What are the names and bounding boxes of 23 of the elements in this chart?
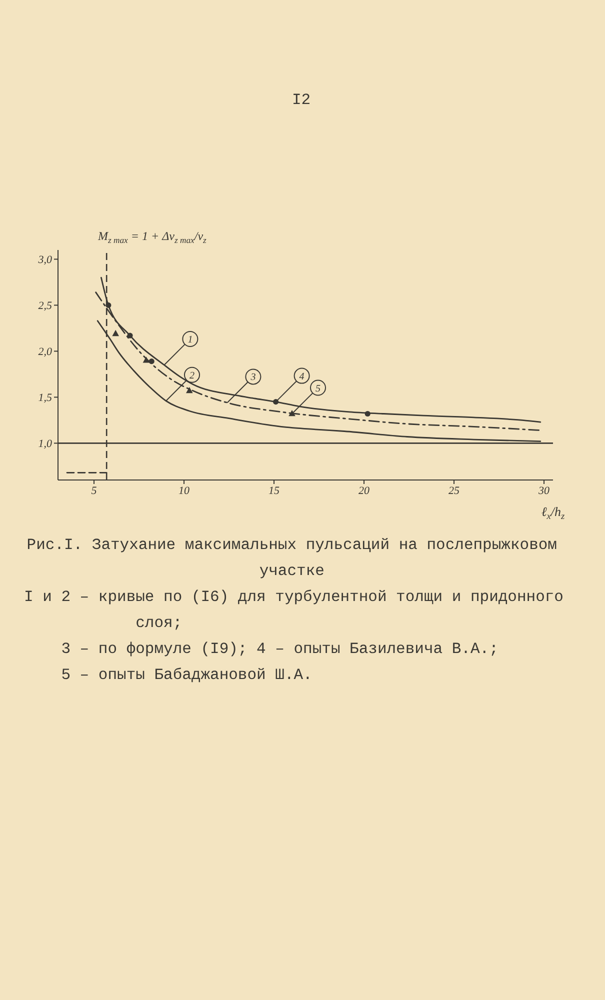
- annotation: 2: [190, 370, 194, 382]
- x-tick-label: 10: [178, 484, 190, 497]
- text: I и 2 – кривые по (I6) для турбулентной толщи и придонного слоя;: [24, 587, 564, 634]
- x-tick-label: 25: [448, 484, 460, 497]
- x-axis-title: ℓ$_{x}$/h$_{z}$: [541, 504, 566, 522]
- y-tick-label: 3,0: [37, 254, 52, 266]
- annotation: 3: [250, 372, 256, 384]
- y-axis-title: M$_{z max}$ = 1 + Δv$_{z max}$/v$_{z}$: [97, 229, 208, 245]
- annotation: 1: [188, 334, 193, 346]
- text: 3 – по формуле (I9); 4 – опыты Базилевича В.А.;: [60, 639, 500, 660]
- y-tick-label: 1,0: [38, 438, 52, 450]
- y-tick-label: 2,0: [38, 346, 52, 358]
- x-tick-label: 15: [268, 484, 280, 497]
- annotation: 4: [299, 371, 304, 382]
- x-tick-label: 20: [358, 484, 370, 497]
- text: I2: [292, 90, 311, 110]
- text: Рис.I. Затухание максимальных пульсаций на послепрыжковом участке: [26, 535, 558, 582]
- text: 5 – опыты Бабаджановой Ш.А.: [60, 665, 314, 686]
- y-tick-label: 1,5: [38, 392, 52, 404]
- x-tick-label: 30: [538, 484, 550, 497]
- y-tick-label: 2,5: [38, 300, 52, 312]
- annotation: 5: [316, 383, 320, 394]
- x-tick-label: 5: [91, 484, 98, 497]
